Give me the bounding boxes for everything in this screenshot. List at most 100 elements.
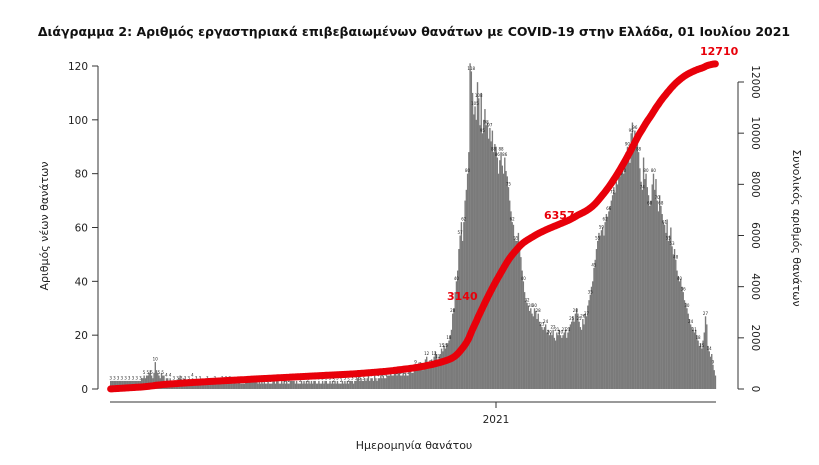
bar (289, 380, 292, 389)
bar (702, 340, 704, 389)
bar (433, 356, 435, 389)
bar (572, 316, 574, 389)
bar (521, 270, 523, 389)
bar-label: 21 (554, 327, 560, 332)
bar (316, 383, 319, 389)
bar (597, 240, 599, 389)
bar (435, 354, 438, 389)
bar-label: 96 (632, 125, 638, 130)
bar (110, 380, 112, 389)
bar (216, 380, 218, 389)
bar-label: 26 (580, 314, 586, 319)
bar (473, 114, 475, 389)
bar (320, 383, 323, 389)
bar (231, 383, 233, 389)
bar-label: 36 (681, 287, 687, 292)
bar (308, 380, 310, 389)
bar (230, 380, 232, 389)
bar (312, 383, 314, 389)
bar-label: 21 (565, 327, 571, 332)
bar (325, 380, 328, 389)
bar (247, 380, 249, 389)
bar (703, 332, 705, 389)
bar-label: 3 (206, 375, 209, 380)
bar (307, 383, 309, 389)
bar (495, 146, 497, 389)
bar (418, 367, 420, 389)
bar (675, 259, 677, 389)
bar (523, 292, 526, 389)
bar (373, 375, 376, 389)
bar (670, 227, 672, 389)
bar (412, 372, 414, 389)
bar (514, 238, 516, 389)
bar (197, 383, 200, 389)
bar (620, 168, 622, 389)
bar (549, 332, 552, 389)
bar-label: 45 (591, 262, 597, 267)
bar (153, 372, 155, 389)
bar (113, 380, 116, 389)
bar (354, 380, 356, 389)
bar-label: 2 (347, 378, 350, 383)
bar (392, 375, 394, 389)
bar (365, 380, 367, 389)
bar (377, 378, 380, 389)
bar (481, 133, 484, 389)
bar (215, 380, 217, 389)
bar (525, 300, 527, 389)
bar (361, 380, 363, 389)
bar (376, 380, 378, 389)
bar (579, 327, 582, 389)
bar (452, 313, 454, 389)
bar-label: 72 (610, 190, 616, 195)
bar (340, 383, 342, 389)
bar (294, 383, 297, 389)
bar (587, 305, 589, 389)
bar (114, 380, 117, 389)
bar-label: 24 (688, 319, 694, 324)
bar (266, 383, 268, 389)
bar (315, 383, 318, 389)
bar (632, 146, 635, 389)
bar-label: 55 (666, 235, 672, 240)
bar (656, 200, 658, 389)
bar (631, 122, 634, 390)
bar (611, 195, 614, 389)
bar (459, 235, 461, 389)
bar (668, 235, 671, 389)
bar (610, 200, 613, 389)
bar-label: 21 (562, 327, 568, 332)
bar (143, 375, 145, 389)
bar-label: 3 (199, 375, 202, 380)
bar (665, 232, 667, 389)
bar-label: 23 (539, 322, 545, 327)
bar (407, 375, 409, 389)
bar (155, 370, 158, 389)
bar (528, 310, 531, 389)
bar (364, 378, 366, 389)
bar (288, 383, 290, 389)
bar-label: 9 (414, 359, 417, 364)
bar (346, 380, 349, 389)
bar (553, 337, 556, 389)
bar (551, 335, 553, 389)
bar (531, 313, 533, 389)
bar (474, 106, 476, 390)
bar (491, 130, 494, 389)
bar-label: 20 (547, 330, 553, 335)
bar (150, 375, 153, 389)
bar (259, 383, 262, 389)
bar (693, 332, 696, 389)
left-y-tick-100: 100 (68, 115, 88, 127)
chart-title: Διάγραμμα 2: Αριθμός εργαστηριακά επιβεβ… (38, 24, 790, 39)
bar (567, 332, 569, 389)
bar (575, 308, 578, 389)
bar (447, 343, 449, 389)
bar-label: 3 (117, 375, 120, 380)
bar (465, 189, 468, 389)
bar (592, 281, 594, 389)
bar-label: 59 (599, 225, 605, 230)
bar (681, 286, 683, 389)
bar-label: 68 (658, 200, 664, 205)
